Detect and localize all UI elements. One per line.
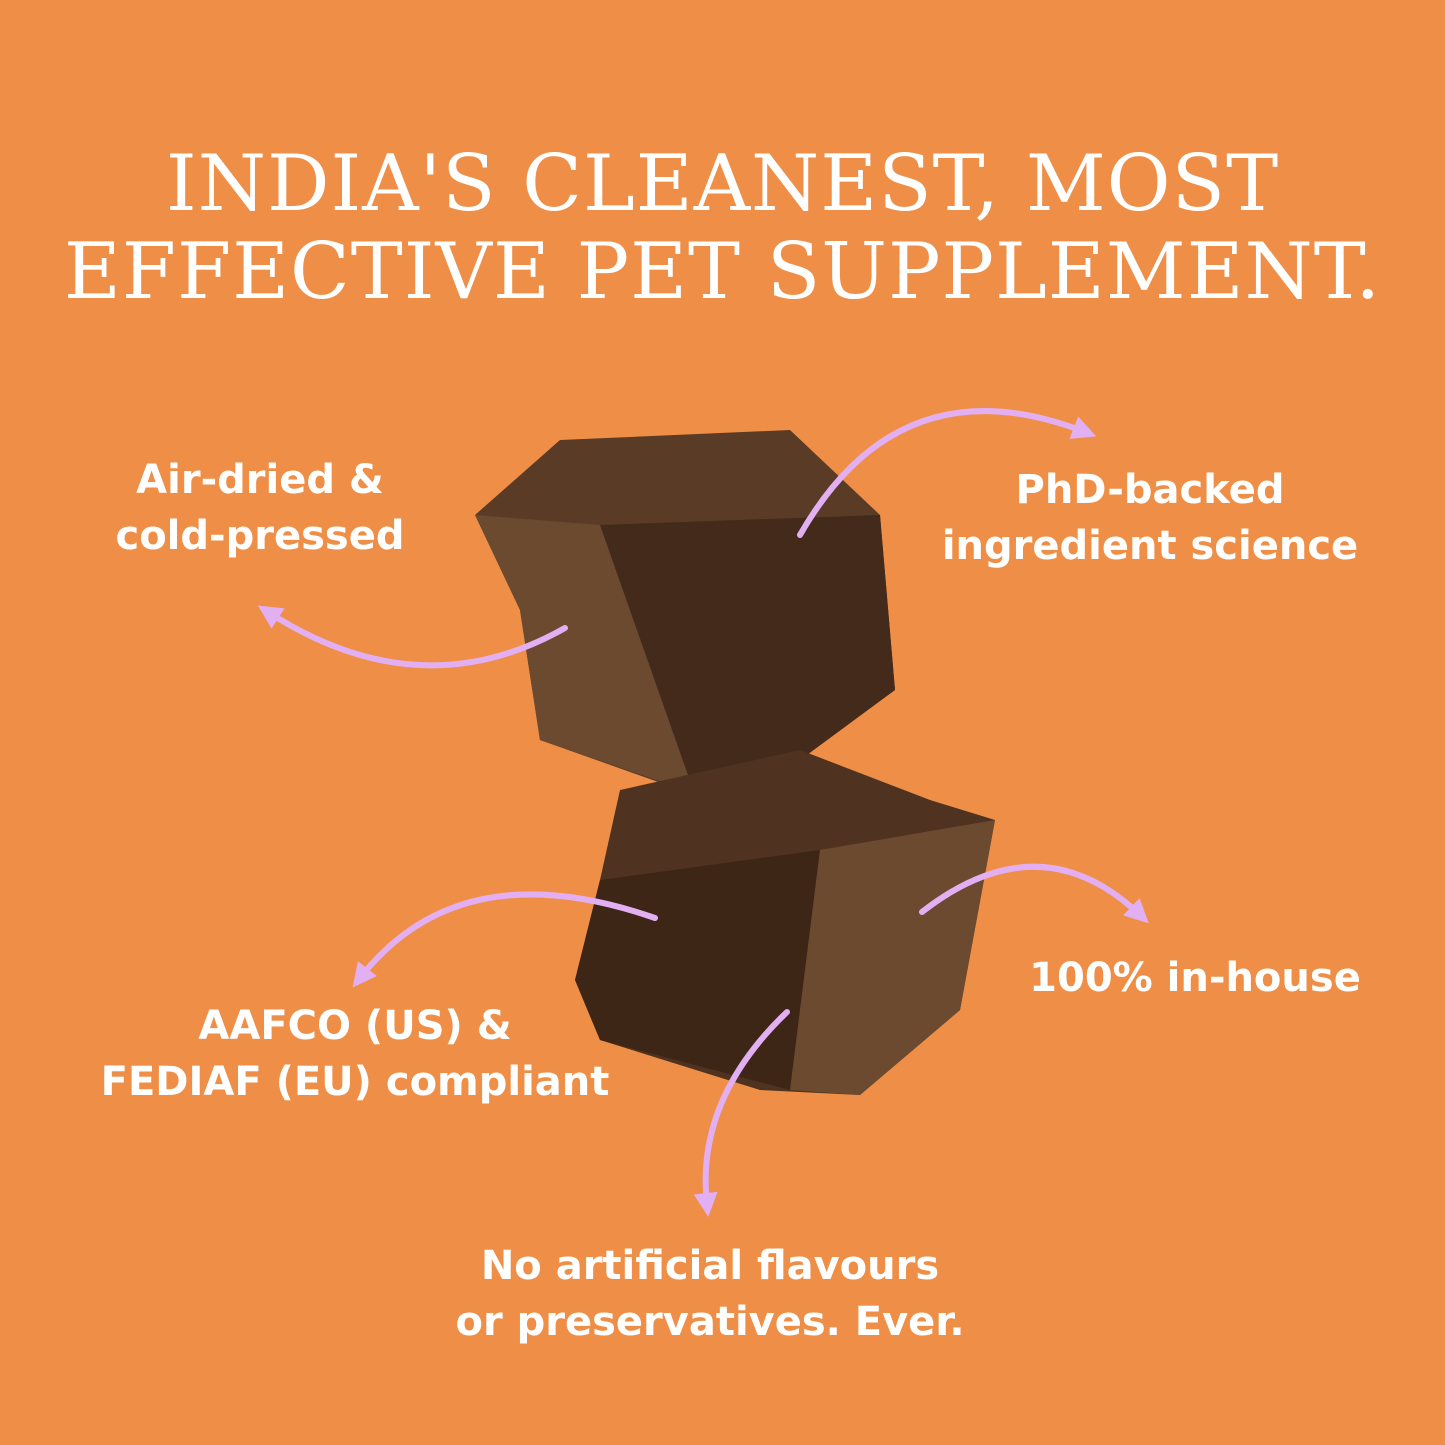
feature-text: ingredient science (941, 523, 1359, 569)
feature-aafco: AAFCO (US) & FEDIAF (EU) compliant (70, 998, 640, 1110)
arrow-air-dried (257, 605, 568, 669)
arrow-no-artificial (693, 1009, 790, 1217)
feature-text: AAFCO (US) & (198, 1003, 512, 1049)
arrow-phd (797, 408, 1097, 538)
arrow-in-house (919, 863, 1149, 924)
feature-text: No artificial flavours (480, 1243, 940, 1289)
feature-in-house: 100% in-house (1010, 950, 1380, 1006)
feature-text: 100% in-house (1029, 955, 1361, 1001)
supplement-cube-top (475, 430, 895, 795)
feature-text: or preservatives. Ever. (455, 1299, 965, 1345)
feature-text: Air-dried & (136, 457, 384, 503)
headline-line-2: EFFECTIVE PET SUPPLEMENT. (63, 227, 1382, 317)
headline: INDIA'S CLEANEST, MOST EFFECTIVE PET SUP… (0, 140, 1445, 316)
feature-text: FEDIAF (EU) compliant (100, 1059, 610, 1105)
feature-air-dried: Air-dried & cold-pressed (100, 452, 420, 564)
feature-phd-backed: PhD-backed ingredient science (930, 462, 1370, 574)
feature-text: PhD-backed (1015, 467, 1285, 513)
feature-text: cold-pressed (115, 513, 405, 559)
headline-line-1: INDIA'S CLEANEST, MOST (165, 139, 1280, 229)
arrow-aafco (352, 891, 658, 988)
feature-no-artificial: No artificial flavours or preservatives.… (410, 1238, 1010, 1350)
